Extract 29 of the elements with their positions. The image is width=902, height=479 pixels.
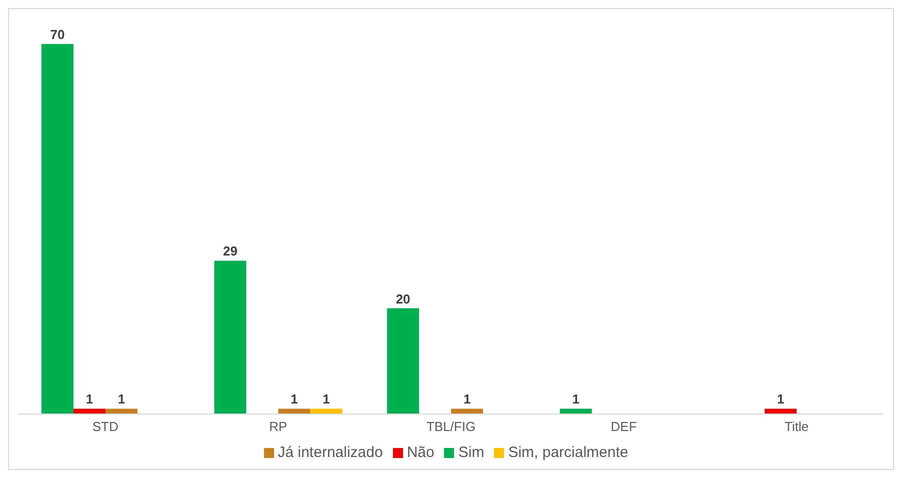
data-label: 1 <box>322 392 330 407</box>
bar <box>764 408 797 414</box>
legend-label: Não <box>406 444 434 461</box>
bar <box>41 44 74 414</box>
bar <box>560 408 592 414</box>
x-tick-label: Title <box>784 419 809 434</box>
legend-label: Sim, parcialmente <box>508 444 628 461</box>
bar <box>387 308 420 414</box>
legend-label: Já internalizado <box>278 444 383 461</box>
bar <box>214 260 246 414</box>
legend-label: Sim <box>458 444 484 461</box>
data-label: 1 <box>463 392 471 407</box>
data-label: 1 <box>777 392 784 407</box>
bar <box>105 408 138 414</box>
data-label: 70 <box>50 27 65 42</box>
x-tick-label: TBL/FIG <box>426 419 476 434</box>
bar <box>310 408 342 414</box>
data-label: 20 <box>396 291 410 306</box>
x-tick-label: DEF <box>610 419 637 434</box>
x-tick-label: STD <box>92 419 118 434</box>
data-label: 1 <box>86 392 94 407</box>
data-label: 1 <box>290 392 298 407</box>
data-label: 1 <box>572 392 580 407</box>
bar <box>278 408 310 414</box>
bar <box>73 408 106 414</box>
data-label: 1 <box>118 392 126 407</box>
bar <box>451 408 484 414</box>
x-tick-label: RP <box>269 419 288 434</box>
data-label: 29 <box>223 244 238 259</box>
